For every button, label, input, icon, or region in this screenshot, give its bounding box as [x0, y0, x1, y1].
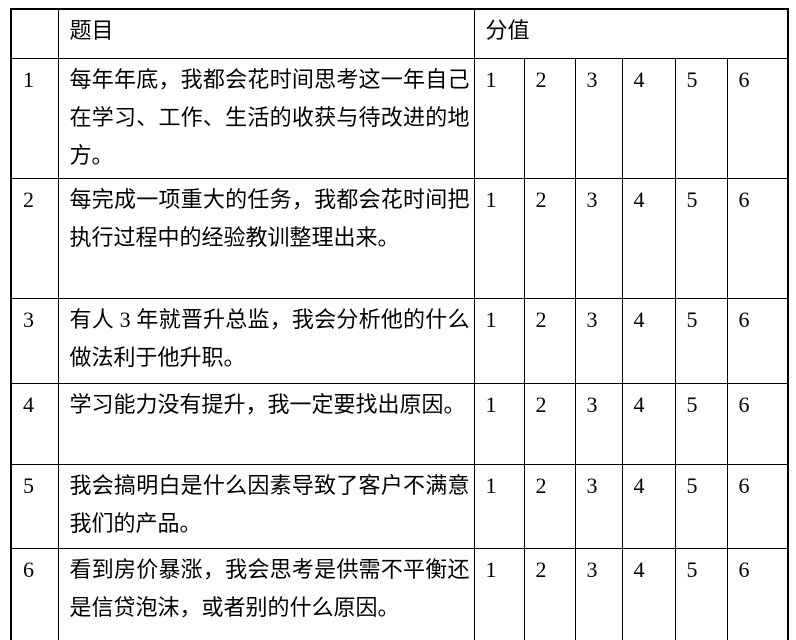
row-number: 5 — [10, 464, 59, 549]
score-option: 1 — [473, 298, 525, 384]
score-option: 4 — [621, 464, 676, 549]
score-option: 6 — [726, 178, 789, 299]
header-score-cell: 分值 — [473, 8, 789, 59]
score-option: 5 — [674, 548, 728, 640]
score-option: 6 — [726, 548, 789, 640]
score-option: 5 — [674, 464, 728, 549]
score-option: 2 — [523, 58, 576, 179]
table-row: 2 每完成一项重大的任务，我都会花时间把执行过程中的经验教训整理出来。 1 2 … — [10, 178, 789, 299]
score-option: 5 — [674, 298, 728, 384]
table-row: 5 我会搞明白是什么因素导致了客户不满意我们的产品。 1 2 3 4 5 6 — [10, 464, 789, 549]
row-number: 4 — [10, 383, 59, 465]
table-row: 6 看到房价暴涨，我会思考是供需不平衡还是信贷泡沫，或者别的什么原因。 1 2 … — [10, 548, 789, 640]
question-text: 每完成一项重大的任务，我都会花时间把执行过程中的经验教训整理出来。 — [57, 178, 475, 299]
score-option: 4 — [621, 178, 676, 299]
score-option: 6 — [726, 58, 789, 179]
score-option: 4 — [621, 58, 676, 179]
score-option: 2 — [523, 548, 576, 640]
score-option: 2 — [523, 464, 576, 549]
score-option: 6 — [726, 298, 789, 384]
score-option: 1 — [473, 178, 525, 299]
question-text: 看到房价暴涨，我会思考是供需不平衡还是信贷泡沫，或者别的什么原因。 — [57, 548, 475, 640]
score-option: 6 — [726, 383, 789, 465]
row-number: 3 — [10, 298, 59, 384]
score-option: 2 — [523, 298, 576, 384]
question-text: 学习能力没有提升，我一定要找出原因。 — [57, 383, 475, 465]
score-option: 6 — [726, 464, 789, 549]
score-option: 3 — [574, 178, 623, 299]
table-row: 4 学习能力没有提升，我一定要找出原因。 1 2 3 4 5 6 — [10, 383, 789, 465]
row-number: 1 — [10, 58, 59, 179]
score-option: 2 — [523, 383, 576, 465]
question-text: 每年年底，我都会花时间思考这一年自己在学习、工作、生活的收获与待改进的地方。 — [57, 58, 475, 179]
question-text: 我会搞明白是什么因素导致了客户不满意我们的产品。 — [57, 464, 475, 549]
header-question-cell: 题目 — [57, 8, 475, 59]
questionnaire-table: 题目 分值 1 每年年底，我都会花时间思考这一年自己在学习、工作、生活的收获与待… — [10, 8, 790, 640]
score-option: 5 — [674, 58, 728, 179]
score-option: 3 — [574, 383, 623, 465]
question-text: 有人 3 年就晋升总监，我会分析他的什么做法利于他升职。 — [57, 298, 475, 384]
score-option: 4 — [621, 298, 676, 384]
table-header-row: 题目 分值 — [10, 8, 789, 59]
score-option: 3 — [574, 464, 623, 549]
score-option: 2 — [523, 178, 576, 299]
score-option: 3 — [574, 58, 623, 179]
score-option: 5 — [674, 178, 728, 299]
table-row: 1 每年年底，我都会花时间思考这一年自己在学习、工作、生活的收获与待改进的地方。… — [10, 58, 789, 179]
row-number: 2 — [10, 178, 59, 299]
score-option: 1 — [473, 548, 525, 640]
row-number: 6 — [10, 548, 59, 640]
table-row: 3 有人 3 年就晋升总监，我会分析他的什么做法利于他升职。 1 2 3 4 5… — [10, 298, 789, 384]
score-option: 1 — [473, 464, 525, 549]
score-option: 5 — [674, 383, 728, 465]
header-number-cell — [10, 8, 59, 59]
score-option: 1 — [473, 58, 525, 179]
score-option: 3 — [574, 298, 623, 384]
score-option: 4 — [621, 383, 676, 465]
score-option: 1 — [473, 383, 525, 465]
score-option: 4 — [621, 548, 676, 640]
score-option: 3 — [574, 548, 623, 640]
